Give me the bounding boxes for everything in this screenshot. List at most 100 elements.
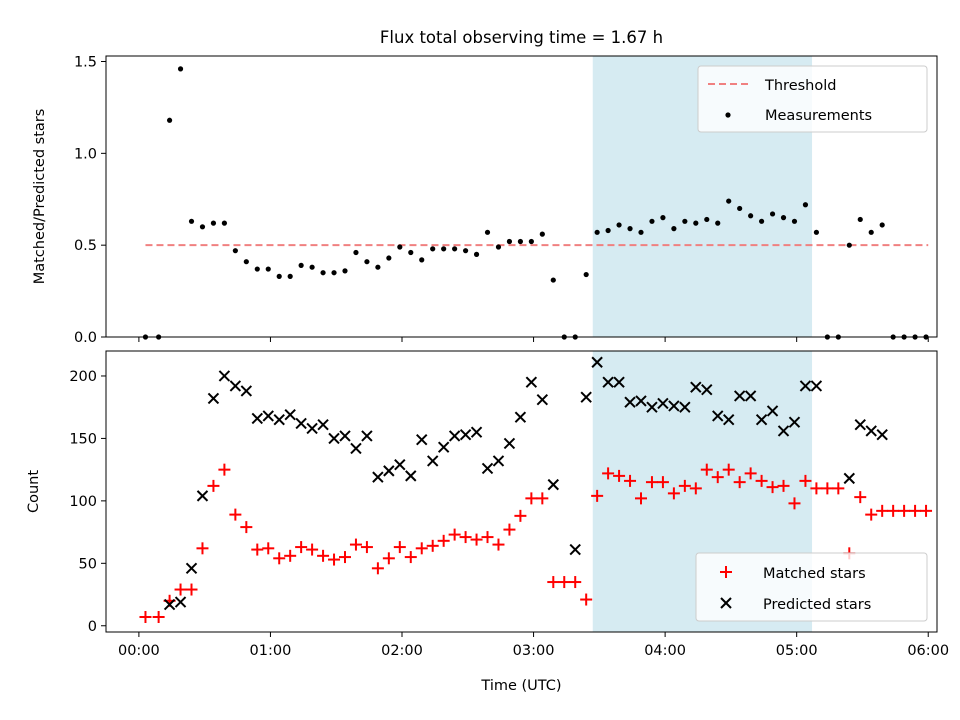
ratio-panel-frame bbox=[105, 55, 938, 338]
measurement-point bbox=[780, 215, 787, 221]
predicted-star-point bbox=[788, 416, 801, 428]
legend-measurements-label: Measurements bbox=[765, 108, 872, 124]
matched-star-point bbox=[295, 541, 308, 554]
predicted-star-point bbox=[448, 430, 461, 442]
measurement-point bbox=[473, 251, 480, 257]
ratio-y-tick-label: 1.0 bbox=[74, 146, 97, 162]
x-tick-label: 03:00 bbox=[513, 643, 555, 659]
matched-star-point bbox=[624, 474, 637, 487]
predicted-star-point bbox=[744, 390, 757, 402]
matched-star-point bbox=[273, 552, 286, 565]
ratio-y-tick-label: 0.0 bbox=[74, 330, 97, 346]
measurement-point bbox=[199, 224, 206, 230]
matched-star-point bbox=[382, 552, 395, 565]
predicted-star-point bbox=[591, 356, 603, 368]
predicted-star-point bbox=[624, 396, 636, 408]
predicted-star-point bbox=[536, 393, 549, 406]
measurement-point bbox=[375, 264, 381, 270]
matched-star-point bbox=[251, 543, 264, 556]
matched-star-point bbox=[920, 504, 933, 517]
count-y-tick-label: 150 bbox=[69, 431, 97, 447]
predicted-star-point bbox=[459, 428, 472, 441]
ratio-legend: Threshold Measurements bbox=[697, 65, 928, 133]
predicted-star-point bbox=[262, 410, 274, 422]
count-panel-frame bbox=[105, 350, 938, 633]
matched-star-point bbox=[613, 469, 626, 482]
matched-star-point bbox=[678, 479, 691, 492]
predicted-star-point bbox=[317, 418, 329, 431]
predicted-star-point bbox=[613, 376, 625, 388]
measurement-point bbox=[605, 227, 611, 234]
matched-star-point bbox=[207, 479, 220, 492]
matched-star-point bbox=[349, 538, 362, 551]
matched-star-point bbox=[536, 492, 549, 505]
legend-predicted-swatch bbox=[720, 597, 732, 609]
predicted-star-point bbox=[350, 442, 362, 455]
matched-star-point bbox=[218, 463, 231, 476]
matched-star-point bbox=[832, 482, 845, 495]
chart-title: Flux total observing time = 1.67 h bbox=[380, 28, 663, 47]
predicted-star-point bbox=[810, 380, 823, 392]
predicted-star-point bbox=[865, 425, 877, 437]
count-y-axis-label: Count bbox=[26, 470, 42, 513]
matched-star-point bbox=[404, 551, 417, 564]
measurement-point bbox=[769, 211, 776, 217]
predicted-star-point bbox=[569, 543, 581, 556]
predicted-star-point bbox=[602, 376, 614, 388]
measurement-point bbox=[682, 218, 688, 224]
ratio-y-axis-label: Matched/Predicted stars bbox=[32, 109, 48, 285]
matched-star-point bbox=[514, 509, 527, 522]
legend-matched-label: Matched stars bbox=[763, 566, 866, 582]
matched-star-point bbox=[777, 479, 790, 492]
measurement-point bbox=[517, 238, 524, 245]
predicted-star-point bbox=[383, 465, 395, 477]
matched-star-point bbox=[152, 611, 165, 624]
measurement-point bbox=[309, 264, 315, 270]
matched-star-point bbox=[459, 531, 472, 544]
x-tick-label: 00:00 bbox=[118, 643, 160, 659]
measurement-point bbox=[364, 259, 370, 265]
measurement-point bbox=[693, 220, 699, 226]
legend-predicted-label: Predicted stars bbox=[763, 597, 871, 613]
count-y-tick-label: 200 bbox=[69, 369, 97, 385]
measurement-point bbox=[857, 216, 863, 223]
predicted-star-point bbox=[722, 413, 735, 426]
matched-star-point bbox=[909, 504, 922, 517]
predicted-star-point bbox=[470, 426, 483, 438]
matched-star-point bbox=[503, 523, 516, 536]
measurement-point bbox=[331, 270, 337, 276]
legend-matched-swatch bbox=[720, 566, 732, 578]
count-legend: Matched stars Predicted stars bbox=[695, 552, 928, 622]
predicted-star-point bbox=[339, 430, 351, 442]
matched-star-point bbox=[799, 474, 812, 487]
matched-star-point bbox=[448, 528, 461, 541]
measurement-point bbox=[265, 266, 271, 272]
measurement-point bbox=[846, 242, 852, 248]
matched-star-point bbox=[328, 553, 341, 566]
matched-star-point bbox=[821, 482, 834, 495]
matched-star-point bbox=[470, 533, 483, 546]
ratio-y-tick-label: 1.5 bbox=[74, 55, 97, 71]
matched-star-point bbox=[492, 538, 505, 551]
measurement-point bbox=[221, 220, 228, 226]
x-tick-label: 01:00 bbox=[250, 643, 292, 659]
matched-star-point bbox=[876, 504, 889, 517]
measurement-point bbox=[342, 268, 348, 274]
matched-star-point bbox=[306, 543, 319, 556]
predicted-star-point bbox=[416, 433, 428, 446]
matched-star-point bbox=[284, 549, 297, 562]
measurement-point bbox=[802, 202, 809, 208]
predicted-star-point bbox=[306, 422, 318, 435]
measurement-point bbox=[177, 66, 184, 72]
predicted-star-point bbox=[174, 596, 187, 608]
predicted-star-point bbox=[657, 397, 669, 410]
matched-star-point bbox=[558, 576, 571, 589]
predicted-star-point bbox=[218, 370, 231, 382]
predicted-star-point bbox=[426, 455, 439, 467]
matched-star-point bbox=[437, 534, 450, 547]
matched-star-point bbox=[667, 487, 680, 500]
measurement-point bbox=[353, 249, 359, 256]
predicted-star-point bbox=[207, 392, 220, 405]
matched-star-point bbox=[426, 539, 439, 552]
